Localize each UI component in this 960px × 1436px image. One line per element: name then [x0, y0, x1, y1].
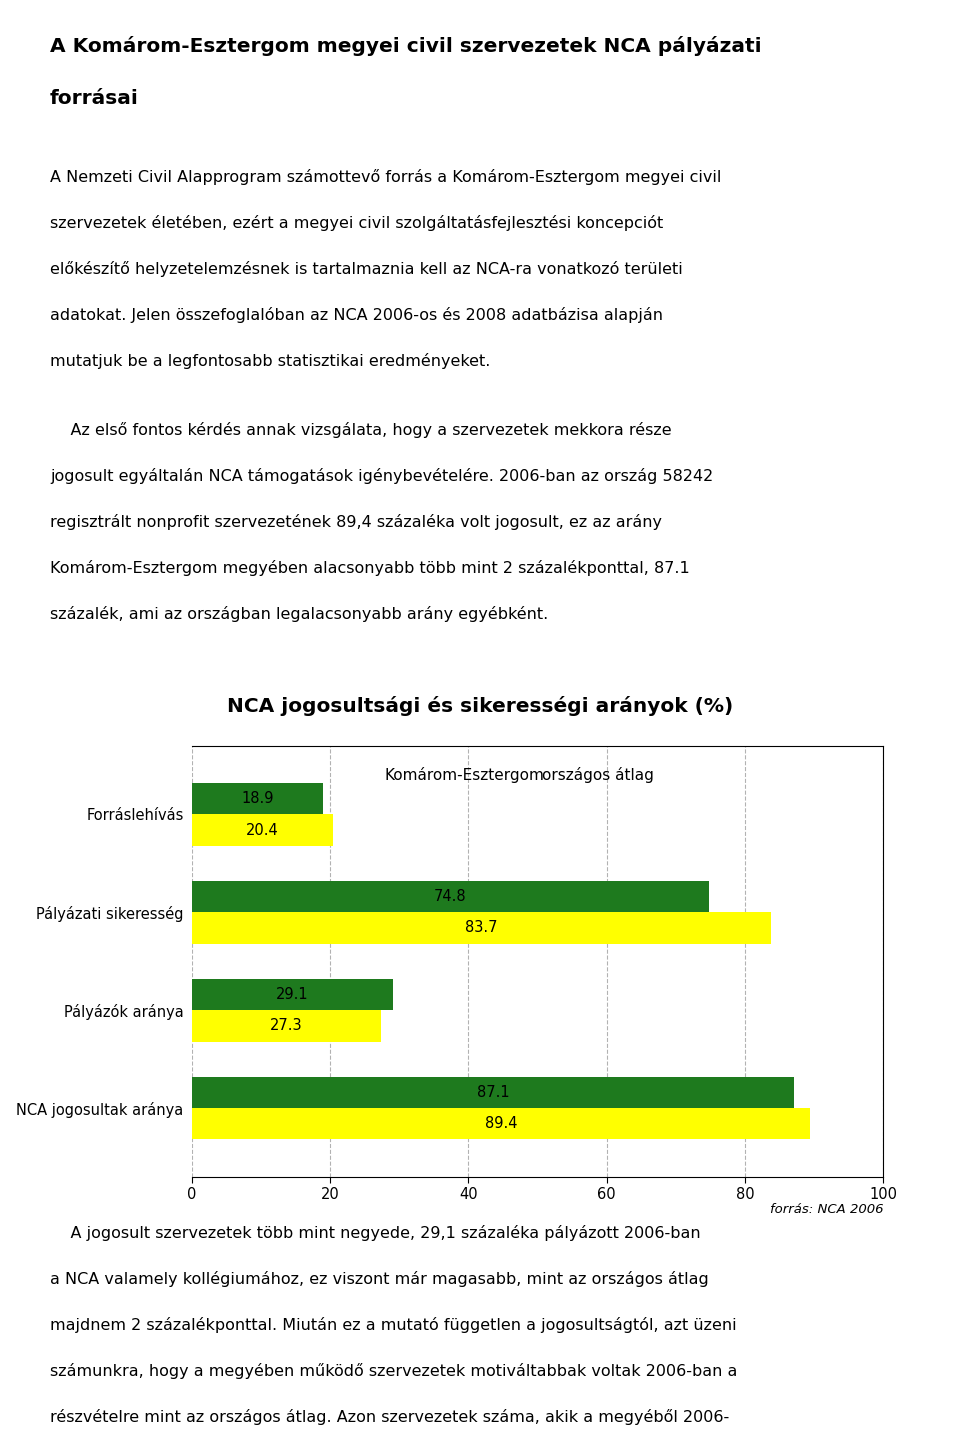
Text: adatokat. Jelen összefoglalóban az NCA 2006-os és 2008 adatbázisa alapján: adatokat. Jelen összefoglalóban az NCA 2… — [50, 307, 663, 323]
Text: a NCA valamely kollégiumához, ez viszont már magasabb, mint az országos átlag: a NCA valamely kollégiumához, ez viszont… — [50, 1271, 708, 1288]
Text: Komárom-Esztergom megyében alacsonyabb több mint 2 százalékponttal, 87.1: Komárom-Esztergom megyében alacsonyabb t… — [50, 560, 689, 576]
Text: regisztrált nonprofit szervezetének 89,4 százaléka volt jogosult, ez az arány: regisztrált nonprofit szervezetének 89,4… — [50, 514, 662, 530]
Text: országos átlag: országos átlag — [542, 767, 655, 783]
Text: 87.1: 87.1 — [477, 1086, 510, 1100]
Text: Az első fontos kérdés annak vizsgálata, hogy a szervezetek mekkora része: Az első fontos kérdés annak vizsgálata, … — [50, 422, 672, 438]
Text: forrásai: forrásai — [50, 89, 139, 108]
Bar — [192, 912, 771, 943]
Text: majdnem 2 százalékponttal. Miután ez a mutató független a jogosultságtól, azt üz: majdnem 2 százalékponttal. Miután ez a m… — [50, 1317, 736, 1334]
Text: forrás: NCA 2006: forrás: NCA 2006 — [770, 1202, 883, 1215]
Text: Komárom-Esztergom: Komárom-Esztergom — [384, 767, 544, 783]
Text: 29.1: 29.1 — [276, 987, 309, 1002]
Bar — [192, 979, 394, 1010]
Text: A Nemzeti Civil Alapprogram számottevő forrás a Komárom-Esztergom megyei civil: A Nemzeti Civil Alapprogram számottevő f… — [50, 169, 721, 185]
Text: 27.3: 27.3 — [270, 1018, 302, 1034]
Text: szervezetek életében, ezért a megyei civil szolgáltatásfejlesztési koncepciót: szervezetek életében, ezért a megyei civ… — [50, 215, 663, 231]
Text: mutatjuk be a legfontosabb statisztikai eredményeket.: mutatjuk be a legfontosabb statisztikai … — [50, 353, 491, 369]
Bar — [192, 1010, 381, 1041]
Bar — [192, 783, 323, 814]
Bar — [192, 1109, 810, 1139]
Text: NCA jogosultsági és sikerességi arányok (%): NCA jogosultsági és sikerességi arányok … — [227, 695, 733, 715]
Text: százalék, ami az országban legalacsonyabb arány egyébként.: százalék, ami az országban legalacsonyab… — [50, 606, 548, 622]
Text: 83.7: 83.7 — [465, 920, 497, 935]
Text: számunkra, hogy a megyében működő szervezetek motiváltabbak voltak 2006-ban a: számunkra, hogy a megyében működő szerve… — [50, 1363, 737, 1380]
Text: 20.4: 20.4 — [246, 823, 278, 837]
Text: A jogosult szervezetek több mint negyede, 29,1 százaléka pályázott 2006-ban: A jogosult szervezetek több mint negyede… — [50, 1225, 701, 1242]
Text: 89.4: 89.4 — [485, 1116, 517, 1132]
Bar — [192, 1077, 794, 1109]
Text: 18.9: 18.9 — [241, 791, 274, 806]
Text: A Komárom-Esztergom megyei civil szervezetek NCA pályázati: A Komárom-Esztergom megyei civil szervez… — [50, 36, 761, 56]
Bar — [192, 880, 709, 912]
Text: jogosult egyáltalán NCA támogatások igénybevételére. 2006-ban az ország 58242: jogosult egyáltalán NCA támogatások igén… — [50, 468, 713, 484]
Text: előkészítő helyzetelemzésnek is tartalmaznia kell az NCA-ra vonatkozó területi: előkészítő helyzetelemzésnek is tartalma… — [50, 261, 683, 277]
Bar — [192, 814, 333, 846]
Text: 74.8: 74.8 — [434, 889, 467, 905]
Text: részvételre mint az országos átlag. Azon szervezetek száma, akik a megyéből 2006: részvételre mint az országos átlag. Azon… — [50, 1409, 730, 1426]
